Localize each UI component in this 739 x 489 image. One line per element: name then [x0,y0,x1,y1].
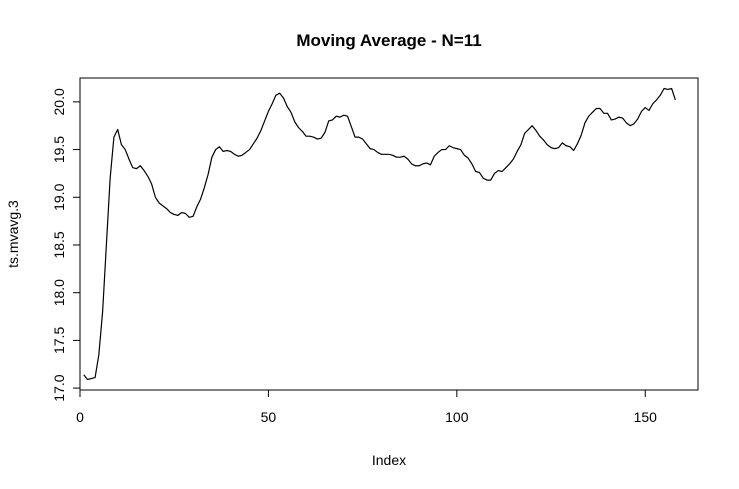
chart-title: Moving Average - N=11 [296,31,481,50]
series-line [83,87,676,381]
y-tick-label: 18.0 [51,279,67,306]
x-tick-label: 100 [445,409,469,425]
plot-area-border [79,77,699,391]
y-tick-label: 17.0 [51,374,67,401]
y-tick-label: 17.5 [51,327,67,354]
y-tick-label: 19.0 [51,183,67,210]
x-tick-label: 150 [634,409,658,425]
x-tick-label: 50 [261,409,277,425]
x-axis-label: Index [372,452,406,468]
series-group [83,87,676,381]
y-tick-label: 18.5 [51,231,67,258]
y-axis-label: ts.mvavg.3 [5,200,21,268]
y-axis: 17.0 17.5 18.0 18.5 19.0 19.5 20.0 [51,88,81,402]
y-tick-label: 20.0 [51,88,67,115]
x-axis: 0 50 100 150 [76,389,658,425]
y-tick-label: 19.5 [51,136,67,163]
x-tick-label: 0 [76,409,84,425]
